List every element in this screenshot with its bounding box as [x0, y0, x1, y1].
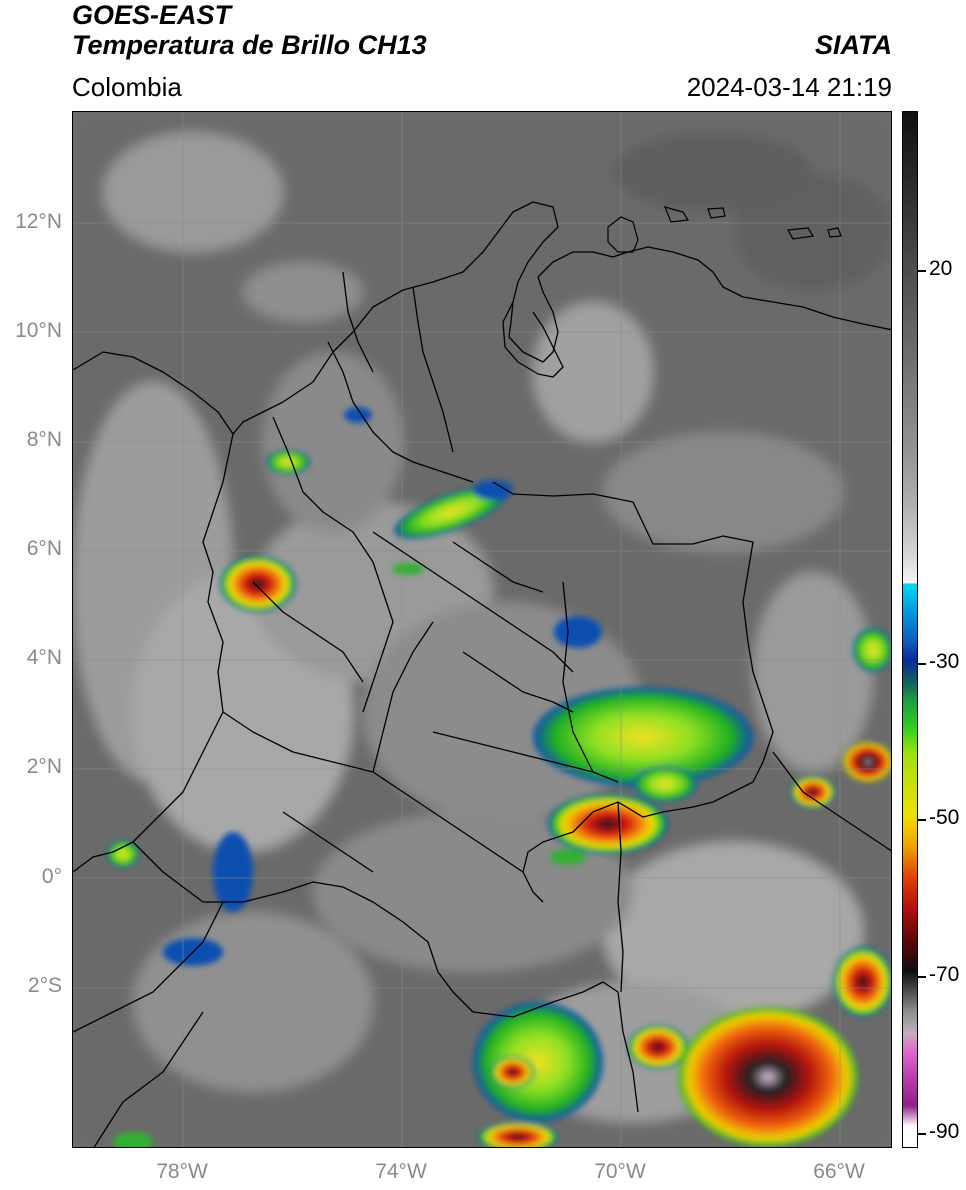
colorbar-tick-minus30 — [918, 663, 926, 665]
lat-label-10N: 10°N — [15, 319, 62, 342]
satellite-map[interactable] — [72, 111, 892, 1148]
lon-label-74W: 74°W — [375, 1160, 427, 1183]
product-title: Temperatura de Brillo CH13 — [72, 30, 427, 60]
colorbar-tick-minus50 — [918, 819, 926, 821]
convective-cells — [107, 407, 891, 1147]
timestamp-label: 2024-03-14 21:19 — [686, 72, 892, 102]
satellite-title: GOES-EAST — [72, 0, 232, 30]
cloud-field — [73, 112, 891, 1147]
lon-label-70W: 70°W — [594, 1160, 646, 1183]
lat-label-6N: 6°N — [26, 537, 62, 560]
lon-label-66W: 66°W — [813, 1160, 865, 1183]
islands — [607, 206, 842, 253]
lat-label-2S: 2°S — [27, 974, 62, 997]
temperature-colorbar — [902, 111, 918, 1148]
coastlines-borders — [73, 201, 891, 1147]
lon-label-78W: 78°W — [156, 1160, 208, 1183]
organization-label: SIATA — [815, 30, 892, 60]
region-label: Colombia — [72, 72, 182, 102]
graticule — [73, 112, 891, 1147]
lat-label-12N: 12°N — [15, 210, 62, 233]
lat-label-0: 0° — [41, 865, 62, 888]
colorbar-tick-20 — [918, 270, 926, 272]
lat-label-8N: 8°N — [26, 428, 62, 451]
colorbar-label-minus70: -70 — [929, 963, 960, 986]
colorbar-tick-minus90 — [918, 1133, 926, 1135]
colorbar-tick-minus70 — [918, 976, 926, 978]
colorbar-label-20: 20 — [929, 257, 953, 280]
colorbar-label-minus30: -30 — [929, 650, 960, 673]
lat-label-4N: 4°N — [26, 646, 62, 669]
colorbar-label-minus90: -90 — [929, 1120, 960, 1143]
lat-label-2N: 2°N — [26, 755, 62, 778]
colorbar-label-minus50: -50 — [929, 806, 960, 829]
